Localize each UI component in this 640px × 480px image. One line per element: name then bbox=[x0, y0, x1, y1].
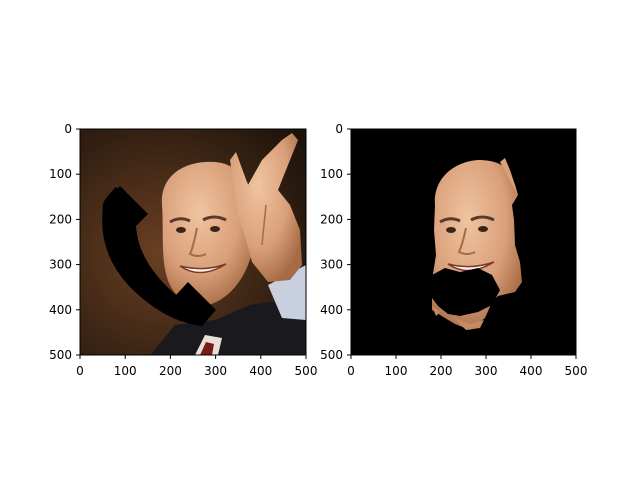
y-tick-label: 300 bbox=[320, 258, 343, 272]
left-axes-frame bbox=[79, 128, 307, 356]
x-tick-label: 400 bbox=[520, 364, 543, 378]
x-tick-label: 300 bbox=[204, 364, 227, 378]
right-panel: 0 100 200 300 400 500 0 100 200 300 400 … bbox=[320, 122, 587, 378]
right-x-axis: 0 100 200 300 400 500 bbox=[347, 355, 587, 378]
x-tick-label: 0 bbox=[347, 364, 355, 378]
y-tick-label: 0 bbox=[64, 122, 72, 136]
y-tick-label: 200 bbox=[320, 212, 343, 226]
x-tick-label: 200 bbox=[430, 364, 453, 378]
right-image bbox=[351, 129, 576, 355]
x-tick-label: 0 bbox=[76, 364, 84, 378]
x-tick-label: 200 bbox=[159, 364, 182, 378]
right-y-axis: 0 100 200 300 400 500 bbox=[320, 122, 351, 362]
x-tick-label: 500 bbox=[295, 364, 318, 378]
right-axes-frame bbox=[350, 128, 577, 356]
y-tick-label: 500 bbox=[320, 348, 343, 362]
x-tick-label: 100 bbox=[385, 364, 408, 378]
y-tick-label: 400 bbox=[49, 303, 72, 317]
left-x-axis: 0 100 200 300 400 500 bbox=[76, 355, 317, 378]
y-tick-label: 300 bbox=[49, 258, 72, 272]
y-tick-label: 0 bbox=[335, 122, 343, 136]
x-tick-label: 400 bbox=[249, 364, 272, 378]
x-tick-label: 300 bbox=[475, 364, 498, 378]
y-tick-label: 100 bbox=[49, 167, 72, 181]
left-image bbox=[80, 129, 306, 355]
y-tick-label: 400 bbox=[320, 303, 343, 317]
phone-icon bbox=[102, 186, 216, 326]
y-tick-label: 200 bbox=[49, 212, 72, 226]
y-tick-label: 500 bbox=[49, 348, 72, 362]
y-tick-label: 100 bbox=[320, 167, 343, 181]
left-y-axis: 0 100 200 300 400 500 bbox=[49, 122, 80, 362]
left-panel: 0 100 200 300 400 500 0 100 200 300 400 … bbox=[49, 122, 317, 378]
x-tick-label: 100 bbox=[114, 364, 137, 378]
x-tick-label: 500 bbox=[565, 364, 588, 378]
